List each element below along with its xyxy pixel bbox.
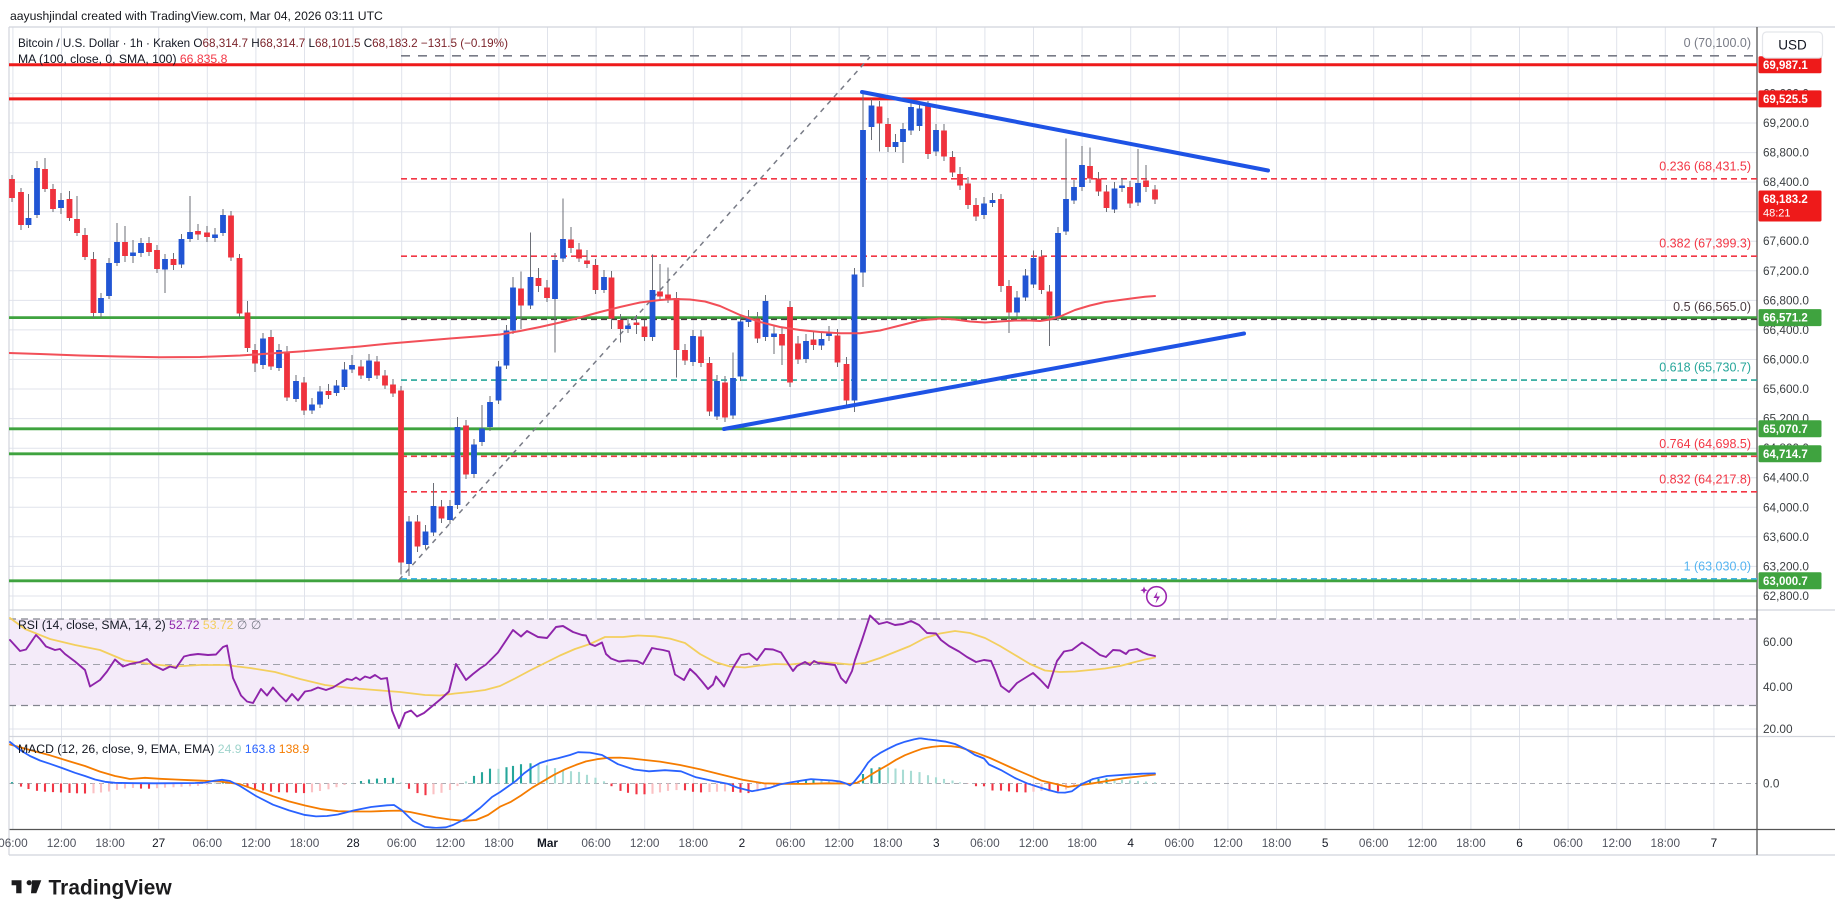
svg-text:68,183.2: 68,183.2 [1763, 194, 1808, 206]
svg-text:0.382 (67,399.3): 0.382 (67,399.3) [1659, 237, 1751, 251]
svg-text:28: 28 [347, 836, 361, 850]
svg-text:0.0: 0.0 [1763, 777, 1780, 791]
svg-text:7: 7 [1711, 836, 1718, 850]
svg-text:62,800.0: 62,800.0 [1763, 589, 1809, 603]
svg-text:0 (70,100.0): 0 (70,100.0) [1684, 36, 1751, 50]
svg-text:69,987.1: 69,987.1 [1763, 60, 1808, 72]
svg-text:18:00: 18:00 [95, 836, 125, 850]
svg-text:12:00: 12:00 [824, 836, 854, 850]
svg-text:66,400.0: 66,400.0 [1763, 323, 1809, 337]
svg-text:64,000.0: 64,000.0 [1763, 500, 1809, 514]
svg-text:12:00: 12:00 [1019, 836, 1049, 850]
svg-text:40.00: 40.00 [1763, 680, 1793, 694]
svg-text:68,400.0: 68,400.0 [1763, 175, 1809, 189]
svg-text:TradingView: TradingView [49, 877, 173, 900]
svg-text:4: 4 [1127, 836, 1134, 850]
svg-text:65,600.0: 65,600.0 [1763, 382, 1809, 396]
svg-text:Bitcoin / U.S. Dollar · 1h · K: Bitcoin / U.S. Dollar · 1h · Kraken O68,… [18, 37, 508, 50]
svg-text:18:00: 18:00 [1456, 836, 1486, 850]
svg-text:69,525.5: 69,525.5 [1763, 94, 1808, 106]
svg-text:06:00: 06:00 [1165, 836, 1195, 850]
svg-text:06:00: 06:00 [193, 836, 223, 850]
svg-text:60.00: 60.00 [1763, 635, 1793, 649]
svg-text:12:00: 12:00 [630, 836, 660, 850]
svg-text:69,200.0: 69,200.0 [1763, 116, 1809, 130]
svg-text:63,200.0: 63,200.0 [1763, 559, 1809, 573]
svg-text:06:00: 06:00 [387, 836, 417, 850]
svg-text:5: 5 [1322, 836, 1329, 850]
svg-text:2: 2 [739, 836, 746, 850]
svg-text:63,000.7: 63,000.7 [1763, 576, 1808, 588]
svg-text:06:00: 06:00 [0, 836, 28, 850]
svg-text:18:00: 18:00 [873, 836, 903, 850]
svg-text:06:00: 06:00 [581, 836, 611, 850]
svg-text:06:00: 06:00 [1359, 836, 1389, 850]
svg-text:64,400.0: 64,400.0 [1763, 471, 1809, 485]
svg-text:12:00: 12:00 [436, 836, 466, 850]
svg-text:06:00: 06:00 [1553, 836, 1583, 850]
svg-text:18:00: 18:00 [1651, 836, 1681, 850]
svg-text:67,600.0: 67,600.0 [1763, 234, 1809, 248]
svg-text:6: 6 [1516, 836, 1523, 850]
svg-text:06:00: 06:00 [776, 836, 806, 850]
svg-text:18:00: 18:00 [1067, 836, 1097, 850]
svg-text:66,571.2: 66,571.2 [1763, 313, 1808, 325]
svg-text:48:21: 48:21 [1763, 208, 1791, 220]
svg-text:0.832 (64,217.8): 0.832 (64,217.8) [1659, 472, 1751, 486]
svg-text:64,714.7: 64,714.7 [1763, 449, 1808, 461]
svg-text:18:00: 18:00 [1262, 836, 1292, 850]
svg-text:12:00: 12:00 [1602, 836, 1632, 850]
svg-text:Mar: Mar [537, 836, 558, 850]
svg-text:12:00: 12:00 [1213, 836, 1243, 850]
svg-text:66,800.0: 66,800.0 [1763, 293, 1809, 307]
svg-text:18:00: 18:00 [290, 836, 320, 850]
svg-text:3: 3 [933, 836, 940, 850]
svg-text:20.00: 20.00 [1763, 722, 1793, 736]
svg-text:MACD (12, 26, close, 9, EMA, E: MACD (12, 26, close, 9, EMA, EMA) 24.9 1… [18, 742, 310, 756]
svg-text:12:00: 12:00 [241, 836, 271, 850]
svg-text:12:00: 12:00 [47, 836, 77, 850]
svg-text:27: 27 [152, 836, 165, 850]
svg-text:USD: USD [1778, 38, 1807, 53]
svg-text:66,000.0: 66,000.0 [1763, 353, 1809, 367]
svg-text:18:00: 18:00 [484, 836, 514, 850]
svg-text:68,800.0: 68,800.0 [1763, 146, 1809, 160]
svg-text:06:00: 06:00 [970, 836, 1000, 850]
svg-text:63,600.0: 63,600.0 [1763, 530, 1809, 544]
svg-text:65,070.7: 65,070.7 [1763, 424, 1808, 436]
svg-text:RSI (14, close, SMA, 14, 2) 52: RSI (14, close, SMA, 14, 2) 52.72 53.72 … [18, 618, 261, 632]
svg-text:0.618 (65,730.7): 0.618 (65,730.7) [1659, 361, 1751, 375]
svg-text:0.5 (66,565.0): 0.5 (66,565.0) [1673, 300, 1751, 314]
svg-text:1 (63,030.0): 1 (63,030.0) [1684, 559, 1751, 573]
svg-text:18:00: 18:00 [679, 836, 709, 850]
svg-text:MA (100, close, 0, SMA, 100) 6: MA (100, close, 0, SMA, 100) 66,835.8 [18, 52, 228, 66]
svg-text:0.236 (68,431.5): 0.236 (68,431.5) [1659, 159, 1751, 173]
svg-text:67,200.0: 67,200.0 [1763, 264, 1809, 278]
svg-text:0.764 (64,698.5): 0.764 (64,698.5) [1659, 437, 1751, 451]
svg-text:aayushjindal created with Trad: aayushjindal created with TradingView.co… [10, 9, 383, 23]
svg-text:12:00: 12:00 [1408, 836, 1438, 850]
